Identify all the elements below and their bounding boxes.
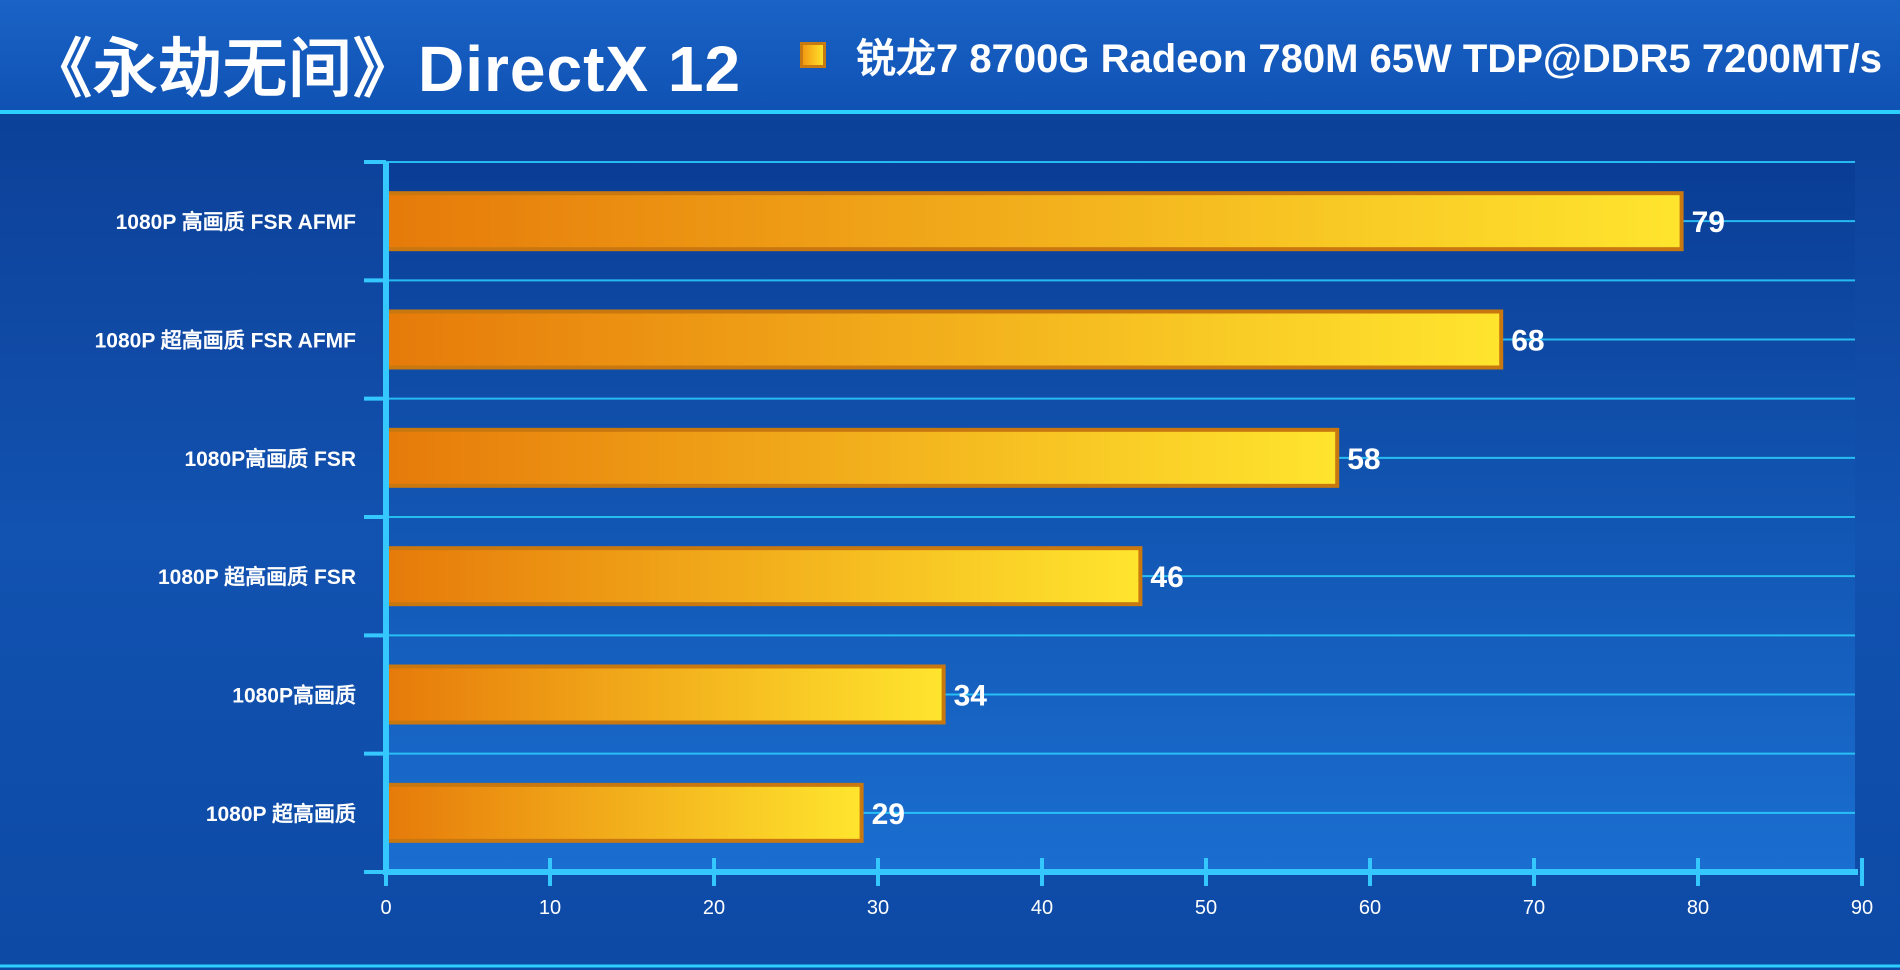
bar [384, 546, 1143, 607]
data-label: 46 [1150, 561, 1183, 594]
x-tick-label: 20 [703, 897, 725, 919]
bar [384, 782, 864, 843]
bar [384, 427, 1340, 488]
data-label: 34 [954, 680, 988, 713]
x-tick-label: 70 [1523, 897, 1545, 919]
x-tick-label: 90 [1851, 897, 1873, 919]
bar [384, 191, 1684, 252]
data-label: 68 [1511, 325, 1544, 358]
x-tick-label: 10 [539, 897, 561, 919]
legend-swatch [800, 42, 826, 68]
x-tick-label: 0 [380, 897, 391, 919]
category-label: 1080P 超高画质 FSR [158, 565, 356, 589]
x-tick-label: 80 [1687, 897, 1709, 919]
header-divider [0, 110, 1900, 114]
data-label: 79 [1692, 206, 1725, 239]
header-bar: 《永劫无间》DirectX 12 锐龙7 8700G Radeon 780M 6… [0, 0, 1900, 110]
data-label: 58 [1347, 443, 1380, 476]
bar [384, 309, 1504, 370]
category-label: 1080P 超高画质 FSR AFMF [95, 329, 357, 353]
x-tick-label: 40 [1031, 897, 1053, 919]
category-label: 1080P高画质 FSR [184, 447, 356, 471]
data-label: 29 [872, 798, 905, 831]
legend-label: 锐龙7 8700G Radeon 780M 65W TDP@DDR5 7200M… [856, 37, 1883, 81]
category-label: 1080P高画质 [232, 684, 356, 708]
x-tick-label: 50 [1195, 897, 1217, 919]
category-label: 1080P 高画质 FSR AFMF [116, 210, 357, 234]
chart-title: 《永劫无间》DirectX 12 [28, 33, 742, 105]
x-tick-label: 30 [867, 897, 889, 919]
category-label: 1080P 超高画质 [206, 802, 356, 826]
x-tick-label: 60 [1359, 897, 1381, 919]
bar [384, 664, 946, 725]
legend: 锐龙7 8700G Radeon 780M 65W TDP@DDR5 7200M… [800, 30, 1882, 81]
